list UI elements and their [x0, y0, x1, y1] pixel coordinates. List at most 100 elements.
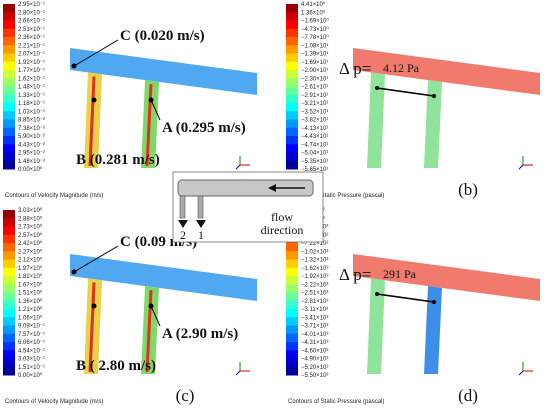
colorbar-label: 1.36×10⁰	[18, 298, 43, 305]
colorbar-label: 6.06×10⁻¹	[18, 340, 45, 346]
colorbar-label: 2.57×10⁰	[18, 232, 43, 239]
colorbar-label: 1.48×10⁻¹	[18, 85, 45, 91]
colorbar-swatch	[286, 276, 298, 285]
colorbar-swatch	[286, 53, 298, 63]
colorbar-label: −1.39×10¹	[301, 52, 328, 58]
colorbar-swatch	[286, 70, 298, 79]
colorbar-swatch	[286, 12, 298, 21]
colorbar-label: −5.35×10¹	[301, 159, 328, 165]
colorbar-swatch	[286, 358, 298, 368]
colorbar-label: 2.66×10⁻¹	[18, 19, 45, 25]
colorbar-swatch	[286, 20, 298, 30]
colorbar-swatch	[3, 210, 15, 219]
leader	[73, 245, 119, 273]
colorbar-swatch	[286, 342, 298, 351]
colorbar-swatch	[286, 45, 298, 54]
colorbar-label: −5.65×10¹	[301, 167, 328, 173]
colorbar-label: 3.03×10⁰	[18, 207, 43, 214]
colorbar-swatch	[3, 144, 15, 153]
colorbar-label: −3.71×10³	[301, 324, 328, 330]
colorbar-swatch	[286, 309, 298, 318]
probe	[432, 300, 436, 304]
colorbar-swatch	[3, 342, 15, 351]
colorbar-label: 8.85×10⁻²	[18, 118, 45, 124]
colorbar-swatch	[3, 259, 15, 269]
colorbar-swatch	[3, 53, 15, 63]
colorbar-label: 2.36×10⁻¹	[18, 35, 45, 41]
colorbar-swatch	[3, 251, 15, 260]
colorbar-swatch	[3, 284, 15, 293]
colorbar-label: 1.82×10⁰	[18, 273, 43, 280]
colorbar-swatch	[286, 144, 298, 153]
axis-icon	[235, 164, 241, 170]
colorbar-swatch	[3, 366, 15, 376]
colorbar-label: 2.80×10⁻¹	[18, 10, 45, 16]
flow-label: direction	[261, 223, 304, 237]
colorbar-label: 4.54×10⁻¹	[18, 348, 45, 354]
colorbar-swatch	[3, 37, 15, 46]
colorbar-swatch	[3, 325, 15, 335]
colorbar-swatch	[286, 160, 298, 170]
branch-label: 1	[198, 228, 204, 242]
colorbar-label: 1.97×10⁰	[18, 265, 43, 272]
colorbar-label: −1.62×10³	[301, 266, 328, 272]
colorbar-swatch	[3, 333, 15, 343]
colorbar-label: −2.91×10¹	[301, 93, 328, 99]
branch-label: 2	[180, 228, 186, 242]
colorbar-label: 4.43×10⁻²	[18, 142, 45, 148]
colorbar-swatch	[286, 78, 298, 87]
colorbar-swatch	[286, 284, 298, 293]
colorbar-swatch	[3, 119, 15, 129]
colorbar-swatch	[286, 267, 298, 277]
colorbar-label: 4.41×10⁰	[301, 1, 326, 8]
streak	[88, 76, 96, 167]
colorbar-label: −7.78×10⁰	[301, 34, 329, 41]
pipe	[353, 254, 540, 301]
probe	[375, 292, 379, 296]
colorbar-swatch	[3, 309, 15, 318]
colorbar-label: 1.06×10⁰	[18, 314, 43, 321]
colorbar-label: 1.48×10⁻²	[18, 159, 45, 165]
colorbar-swatch	[3, 127, 15, 137]
leader	[73, 39, 119, 67]
colorbar-swatch	[286, 350, 298, 359]
colorbar-label: 7.57×10⁻¹	[18, 332, 45, 338]
colorbar-label: 1.62×10⁻¹	[18, 76, 45, 82]
colorbar-label: −1.92×10³	[301, 274, 328, 280]
colorbar-swatch	[3, 45, 15, 54]
pipe	[70, 254, 257, 301]
panel: 4.73×10²1.74×10²−1.24×10²−4.23×10²−7.22×…	[286, 208, 540, 405]
colorbar-label: 2.27×10⁰	[18, 248, 43, 255]
branch	[367, 72, 385, 168]
flow-arrow-head	[268, 184, 276, 192]
colorbar-label: −2.22×10³	[301, 282, 328, 288]
colorbar-label: 2.12×10⁰	[18, 257, 43, 264]
annotation: C (0.020 m/s)	[120, 28, 205, 44]
branch	[367, 278, 385, 374]
colorbar-label: 5.90×10⁻²	[18, 134, 45, 140]
flow-label: flow	[271, 210, 293, 224]
colorbar-swatch	[3, 152, 15, 162]
colorbar-label: 2.21×10⁻¹	[18, 43, 45, 49]
colorbar-swatch	[286, 61, 298, 71]
colorbar-swatch	[3, 267, 15, 277]
colorbar-swatch	[3, 243, 15, 252]
colorbar-swatch	[3, 136, 15, 145]
colorbar-swatch	[3, 160, 15, 170]
colorbar-label: −4.74×10¹	[301, 142, 328, 148]
colorbar-label: −4.90×10³	[301, 357, 328, 363]
colorbar-swatch	[3, 86, 15, 96]
colorbar-label: −4.60×10³	[301, 348, 328, 354]
colorbar-label: 1.77×10⁻¹	[18, 68, 45, 74]
colorbar-label: 1.36×10⁰	[301, 9, 326, 16]
colorbar-label: 9.09×10⁻¹	[18, 324, 45, 330]
panel-label: (d)	[458, 386, 478, 405]
colorbar-label: −4.73×10⁰	[301, 26, 329, 33]
colorbar-label: −2.61×10¹	[301, 85, 328, 91]
colorbar-swatch	[3, 111, 15, 120]
colorbar-label: 1.67×10⁰	[18, 281, 43, 288]
colorbar-label: 2.42×10⁰	[18, 240, 43, 247]
colorbar-label: −1.02×10³	[301, 249, 328, 255]
